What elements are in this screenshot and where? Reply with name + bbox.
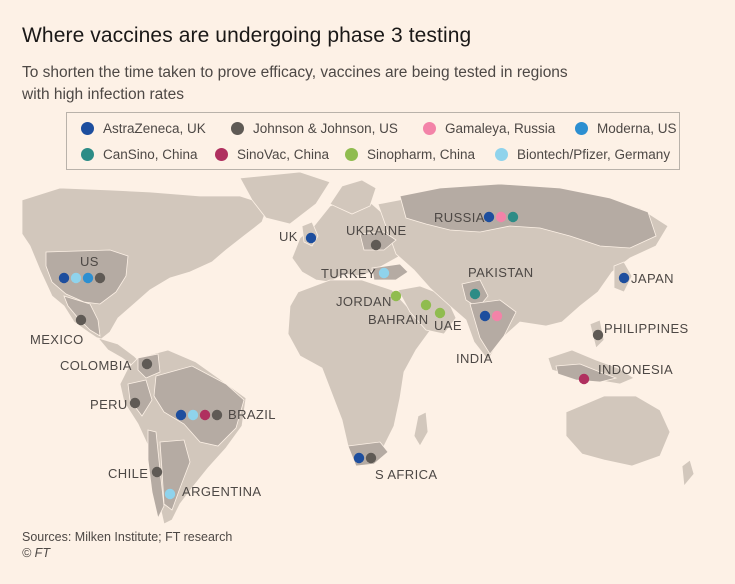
marker-johnson	[211, 409, 223, 421]
source-note: Sources: Milken Institute; FT research	[22, 530, 233, 544]
legend-dot-astrazeneca	[81, 122, 94, 135]
legend-item-johnson: Johnson & Johnson, US	[231, 121, 398, 136]
label-south-africa: S AFRICA	[375, 467, 437, 482]
label-argentina: ARGENTINA	[182, 484, 261, 499]
legend-label: Johnson & Johnson, US	[253, 121, 398, 136]
label-jordan: JORDAN	[336, 294, 392, 309]
country-indonesia	[555, 363, 618, 383]
marker-indonesia-sinovac	[578, 373, 590, 385]
label-pakistan: PAKISTAN	[468, 265, 534, 280]
legend-dot-gamaleya	[423, 122, 436, 135]
legend-label: Gamaleya, Russia	[445, 121, 556, 136]
marker-biontech	[70, 272, 82, 284]
legend-dot-cansino	[81, 148, 94, 161]
marker-johnson	[365, 452, 377, 464]
label-japan: JAPAN	[631, 271, 674, 286]
country-russia	[399, 183, 657, 249]
label-russia: RUSSIA	[434, 210, 485, 225]
label-indonesia: INDONESIA	[598, 362, 673, 377]
legend-dot-sinopharm	[345, 148, 358, 161]
legend-item-cansino: CanSino, China	[81, 147, 198, 162]
country-labels: US UK RUSSIA UKRAINE TURKEY JAPAN PAKIST…	[30, 210, 689, 499]
marker-sinovac	[199, 409, 211, 421]
legend-dot-moderna	[575, 122, 588, 135]
marker-astrazeneca	[58, 272, 70, 284]
scandinavia	[329, 179, 377, 215]
marker-japan-astrazeneca	[618, 272, 630, 284]
legend-item-sinopharm: Sinopharm, China	[345, 147, 475, 162]
marker-uae-sinopharm	[434, 307, 446, 319]
markers-india	[479, 310, 503, 322]
australia	[565, 395, 671, 467]
greenland	[239, 171, 331, 225]
marker-astrazeneca	[353, 452, 365, 464]
markers-south-africa	[353, 452, 377, 464]
markers-us	[58, 272, 106, 284]
legend-item-moderna: Moderna, US	[575, 121, 677, 136]
label-bahrain: BAHRAIN	[368, 312, 429, 327]
marker-gamaleya	[495, 211, 507, 223]
marker-bahrain-sinopharm	[420, 299, 432, 311]
marker-moderna	[82, 272, 94, 284]
legend: AstraZeneca, UK Johnson & Johnson, US Ga…	[66, 112, 680, 170]
label-chile: CHILE	[108, 466, 148, 481]
marker-turkey-biontech	[378, 267, 390, 279]
marker-chile-johnson	[151, 466, 163, 478]
marker-argentina-biontech	[164, 488, 176, 500]
label-india: INDIA	[456, 351, 493, 366]
label-brazil: BRAZIL	[228, 407, 276, 422]
label-philippines: PHILIPPINES	[604, 321, 689, 336]
marker-peru-johnson	[129, 397, 141, 409]
country-brazil	[153, 365, 245, 447]
marker-uk-astrazeneca	[305, 232, 317, 244]
marker-astrazeneca	[483, 211, 495, 223]
marker-ukraine-johnson	[370, 239, 382, 251]
label-us: US	[80, 254, 99, 269]
legend-dot-sinovac	[215, 148, 228, 161]
legend-label: Sinopharm, China	[367, 147, 476, 162]
copyright-note: © FT	[22, 546, 50, 560]
legend-item-astrazeneca: AstraZeneca, UK	[81, 121, 206, 136]
label-colombia: COLOMBIA	[60, 358, 132, 373]
legend-label: CanSino, China	[103, 147, 198, 162]
label-uk: UK	[279, 229, 298, 244]
legend-item-biontech: Biontech/Pfizer, Germany	[495, 147, 670, 162]
chart-title: Where vaccines are undergoing phase 3 te…	[22, 24, 472, 47]
legend-item-sinovac: SinoVac, China	[215, 147, 329, 162]
legend-dot-johnson	[231, 122, 244, 135]
marker-philippines-johnson	[592, 329, 604, 341]
legend-label: AstraZeneca, UK	[103, 121, 206, 136]
marker-johnson	[94, 272, 106, 284]
label-peru: PERU	[90, 397, 128, 412]
marker-cansino	[507, 211, 519, 223]
legend-label: Biontech/Pfizer, Germany	[517, 147, 671, 162]
marker-biontech	[187, 409, 199, 421]
madagascar	[413, 411, 429, 447]
marker-gamaleya	[491, 310, 503, 322]
markers-brazil	[175, 409, 223, 421]
marker-jordan-sinopharm	[390, 290, 402, 302]
label-mexico: MEXICO	[30, 332, 84, 347]
label-ukraine: UKRAINE	[346, 223, 407, 238]
label-turkey: TURKEY	[321, 266, 376, 281]
marker-astrazeneca	[479, 310, 491, 322]
legend-label: Moderna, US	[597, 121, 677, 136]
legend-label: SinoVac, China	[237, 147, 330, 162]
new-zealand	[681, 459, 695, 487]
marker-colombia-johnson	[141, 358, 153, 370]
marker-astrazeneca	[175, 409, 187, 421]
legend-item-gamaleya: Gamaleya, Russia	[423, 121, 555, 136]
markers-russia	[483, 211, 519, 223]
marker-pakistan-cansino	[469, 288, 481, 300]
chart-subtitle: To shorten the time taken to prove effic…	[22, 64, 568, 103]
country-peru	[127, 379, 153, 417]
legend-dot-biontech	[495, 148, 508, 161]
label-uae: UAE	[434, 318, 462, 333]
marker-mexico-johnson	[75, 314, 87, 326]
